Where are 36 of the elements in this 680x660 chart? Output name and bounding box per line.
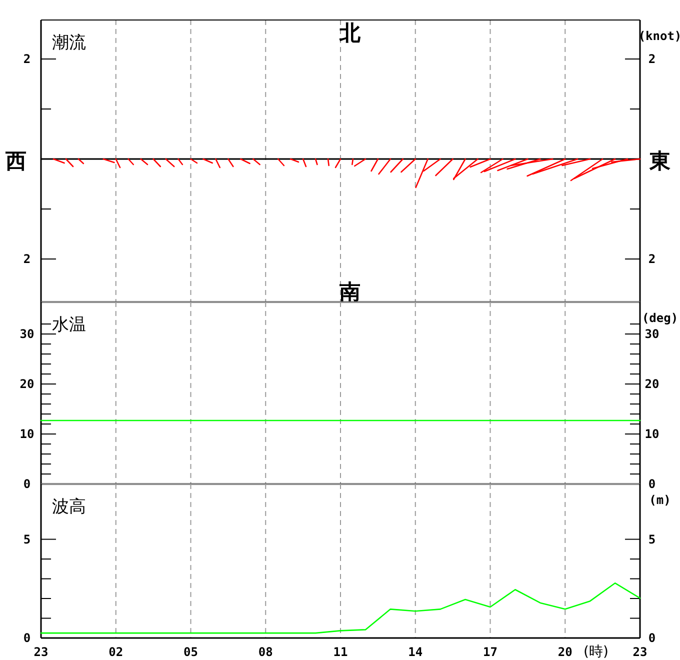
x-tick-label: 23 [632,645,648,659]
text: 西 [4,149,26,173]
x-tick-label: 23 [34,645,48,659]
y-tick-label: 2 [23,252,31,266]
annotation: 南 [338,280,360,304]
y2-tick-label: 0 [648,631,656,645]
text: 水温 [52,315,86,335]
x-tick-label: 02 [108,645,124,659]
y-tick-label: 20 [20,377,34,391]
y-tick-label: 5 [23,532,31,546]
x-tick-label: 05 [184,645,198,659]
text: 波高 [52,497,86,517]
y-tick-label: 10 [20,427,34,441]
y2-axis-title: (knot) [638,29,680,43]
x-tick-label: 17 [483,645,498,659]
y-tick-label: 30 [20,327,34,341]
text: 潮流 [52,33,86,53]
y2-tick-label: 2 [648,252,656,266]
y2-tick-label: 2 [648,52,656,66]
y2-tick-label: 30 [644,327,660,341]
y-tick-label: 2 [23,52,31,66]
annotation: 北 [338,21,362,45]
x-tick-label: 14 [408,645,423,659]
y2-tick-label: 0 [648,477,656,491]
x-tick-label: 20 [558,645,572,659]
x-axis-title: (時) [584,644,608,660]
x-tick-label: 08 [258,645,273,659]
y2-axis-title: (m) [649,493,671,507]
y2-axis-title: (deg) [642,311,678,325]
y2-tick-label: 10 [644,427,660,441]
y-tick-label: 0 [23,631,31,645]
y2-tick-label: 5 [648,532,656,546]
x-tick-label: 11 [333,645,348,659]
y2-tick-label: 20 [644,377,660,391]
y-tick-label: 0 [23,477,31,491]
text: 東 [648,149,670,173]
